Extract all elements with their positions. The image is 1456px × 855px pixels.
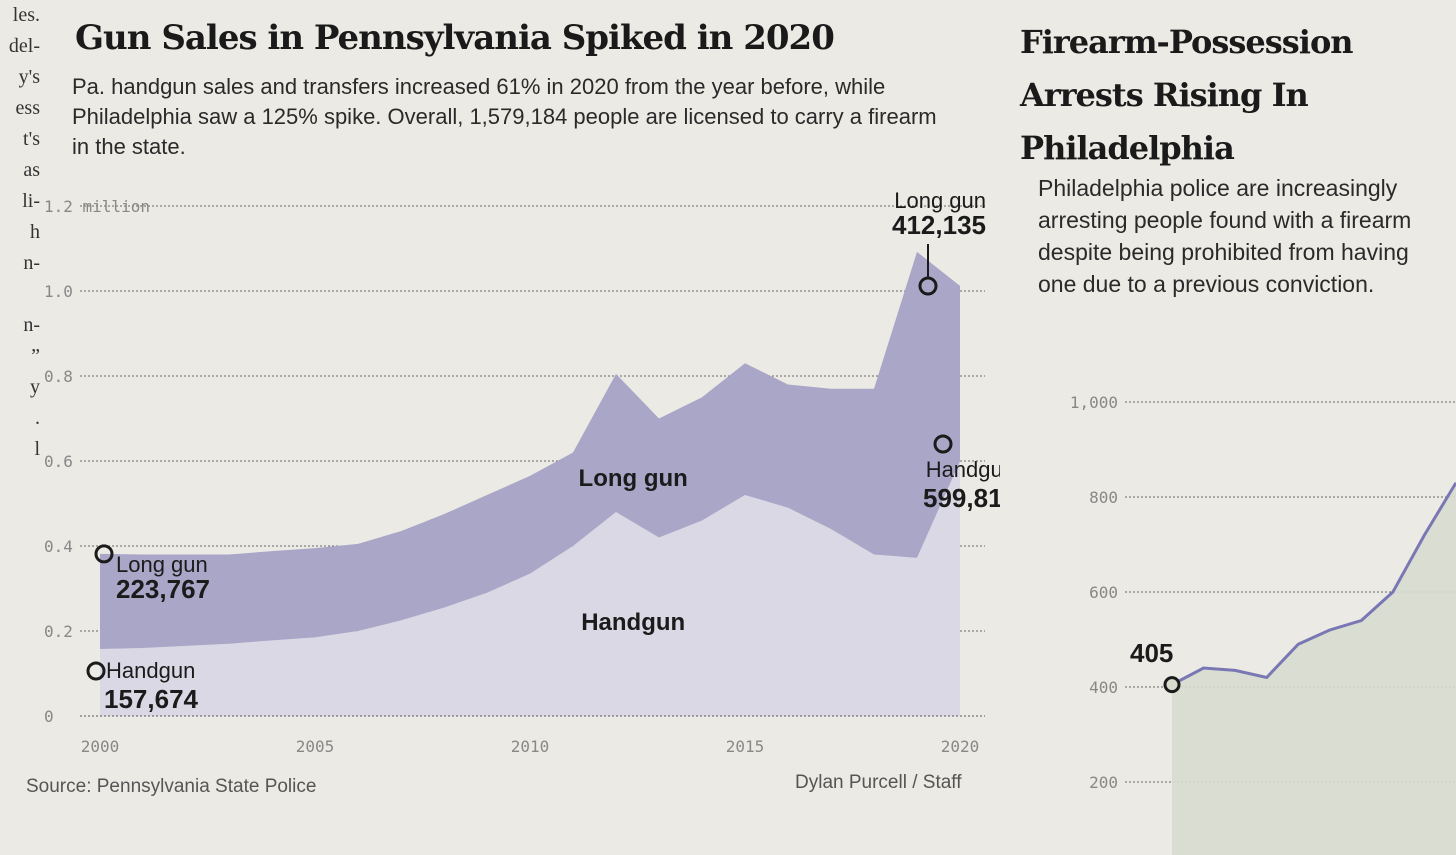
handgun-end-marker bbox=[933, 434, 953, 454]
side-chart-description: Philadelphia police are increasingly arr… bbox=[1038, 175, 1412, 297]
left-column-fragment: li- bbox=[22, 190, 40, 212]
annotation-long-gun-end-value: 412,135 bbox=[892, 210, 986, 240]
left-column-fragment: t's bbox=[23, 128, 40, 150]
handgun-start-marker bbox=[86, 661, 106, 681]
arrests-y-tick-label: 600 bbox=[1089, 583, 1118, 602]
arrests-area bbox=[1172, 482, 1456, 855]
left-column-fragment: n- bbox=[23, 314, 40, 336]
long-gun-start-marker bbox=[94, 544, 114, 564]
long-gun-area bbox=[100, 251, 960, 649]
handgun-area bbox=[100, 461, 960, 716]
y-tick-label: 1.2 million bbox=[44, 197, 150, 216]
long-gun-series-label: Long gun bbox=[579, 465, 688, 492]
x-tick-label: 2000 bbox=[81, 737, 120, 756]
arrests-y-tick-label: 1,000 bbox=[1070, 393, 1118, 412]
side-chart-title: Firearm-Possession Arrests Rising In Phi… bbox=[1020, 23, 1354, 167]
y-tick-label: 0 bbox=[44, 707, 54, 726]
arrests-start-value: 405 bbox=[1130, 638, 1173, 668]
y-tick-label: 0.2 bbox=[44, 622, 73, 641]
arrests-line bbox=[1171, 481, 1456, 686]
handgun-series-label: Handgun bbox=[581, 609, 685, 636]
main-chart-subtitle: Pa. handgun sales and transfers increase… bbox=[72, 74, 937, 159]
arrests-y-tick-label: 400 bbox=[1089, 678, 1118, 697]
source-note: Source: Pennsylvania State Police bbox=[26, 776, 317, 797]
annotation-long-gun-start-label: Long gun bbox=[116, 552, 208, 577]
left-column-fragment: . bbox=[35, 407, 40, 429]
arrests-y-tick-label: 200 bbox=[1089, 773, 1118, 792]
y-tick-label: 0.8 bbox=[44, 367, 73, 386]
y-tick-label: 1.0 bbox=[44, 282, 73, 301]
left-column-fragment: l bbox=[34, 438, 40, 460]
annotation-handgun-start-value: 157,674 bbox=[104, 684, 199, 714]
annotation-handgun-start-label: Handgun bbox=[106, 658, 195, 683]
left-column-fragment: les. bbox=[12, 4, 40, 26]
arrests-y-tick-label: 800 bbox=[1089, 488, 1118, 507]
x-tick-label: 2005 bbox=[296, 737, 335, 756]
x-tick-label: 2015 bbox=[726, 737, 765, 756]
annotation-long-gun-start-value: 223,767 bbox=[116, 574, 210, 604]
left-column-fragment: y's bbox=[18, 66, 40, 88]
main-chart-title: Gun Sales in Pennsylvania Spiked in 2020 bbox=[75, 18, 835, 58]
credit-note: Dylan Purcell / Staff bbox=[795, 772, 962, 793]
annotation-handgun-end-value: 599,813 bbox=[923, 483, 1000, 513]
left-column-fragment: n- bbox=[23, 252, 40, 274]
long-gun-end-marker bbox=[918, 276, 938, 296]
annotation-handgun-end-label: Handgun bbox=[926, 457, 1000, 482]
x-tick-label: 2020 bbox=[941, 737, 980, 756]
left-column-fragment: h bbox=[30, 221, 40, 243]
left-column-fragment: ess bbox=[15, 97, 40, 119]
x-tick-label: 2010 bbox=[511, 737, 550, 756]
left-column-text-fragments: les. del-y's ess t's as li-h n-n- ” y. l bbox=[0, 0, 40, 465]
arrests-start-marker bbox=[1163, 676, 1181, 694]
y-tick-label: 0.6 bbox=[44, 452, 73, 471]
annotation-long-gun-end-label: Long gun bbox=[894, 188, 986, 213]
left-column-fragment: y bbox=[30, 376, 40, 398]
handgun-label-backdrop bbox=[595, 603, 733, 639]
gun-sales-area-chart: 0 0.2 0.4 0.6 0.8 1.0 1.2 million 2000 2005 2010 2… bbox=[44, 188, 1000, 756]
left-column-fragment: ” bbox=[31, 345, 40, 367]
y-tick-label: 0.4 bbox=[44, 537, 73, 556]
left-column-fragment: as bbox=[23, 159, 40, 181]
left-column-fragment: del- bbox=[8, 35, 40, 57]
